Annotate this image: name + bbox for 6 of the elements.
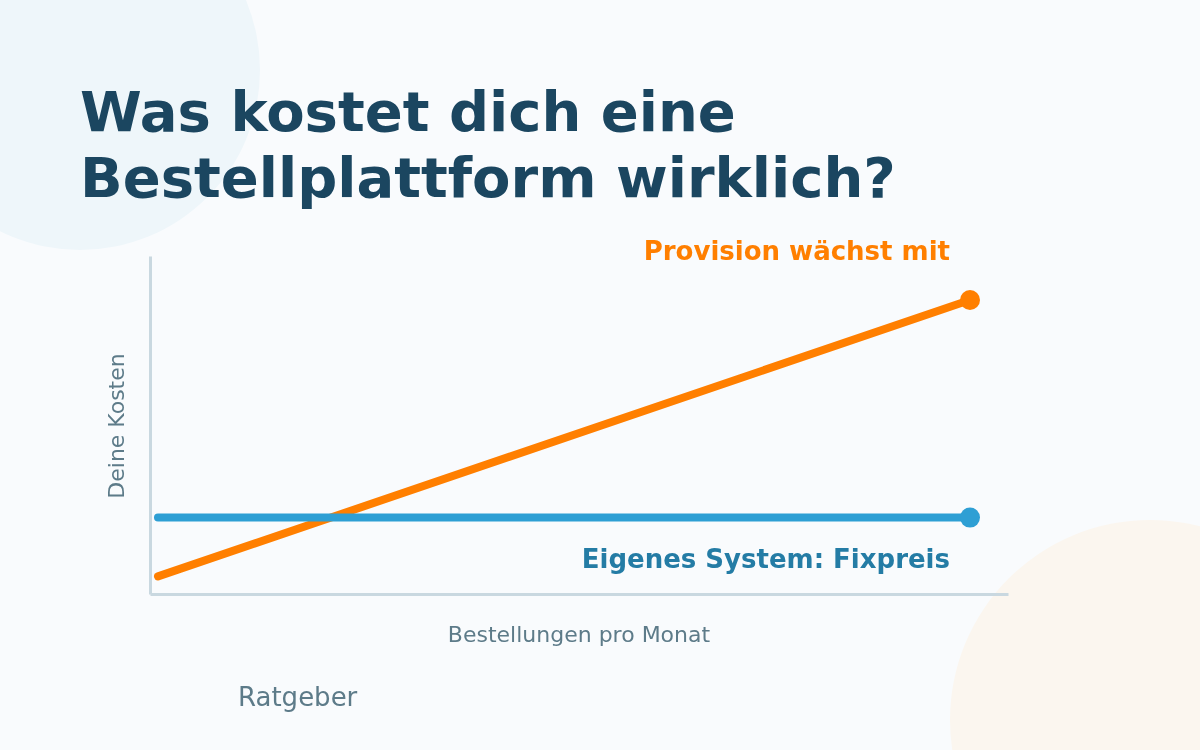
series-label: Eigenes System: Fixpreis (581, 543, 950, 574)
series-label: Provision wächst mit (643, 236, 950, 266)
chart-title: Was kostet dich eine Bestellplattform wirklich? (80, 79, 896, 210)
text: Ratgeber (238, 682, 358, 712)
y-axis-title: Deine Kosten (104, 353, 129, 499)
x-axis-title: Bestellungen pro Monat (447, 622, 711, 647)
